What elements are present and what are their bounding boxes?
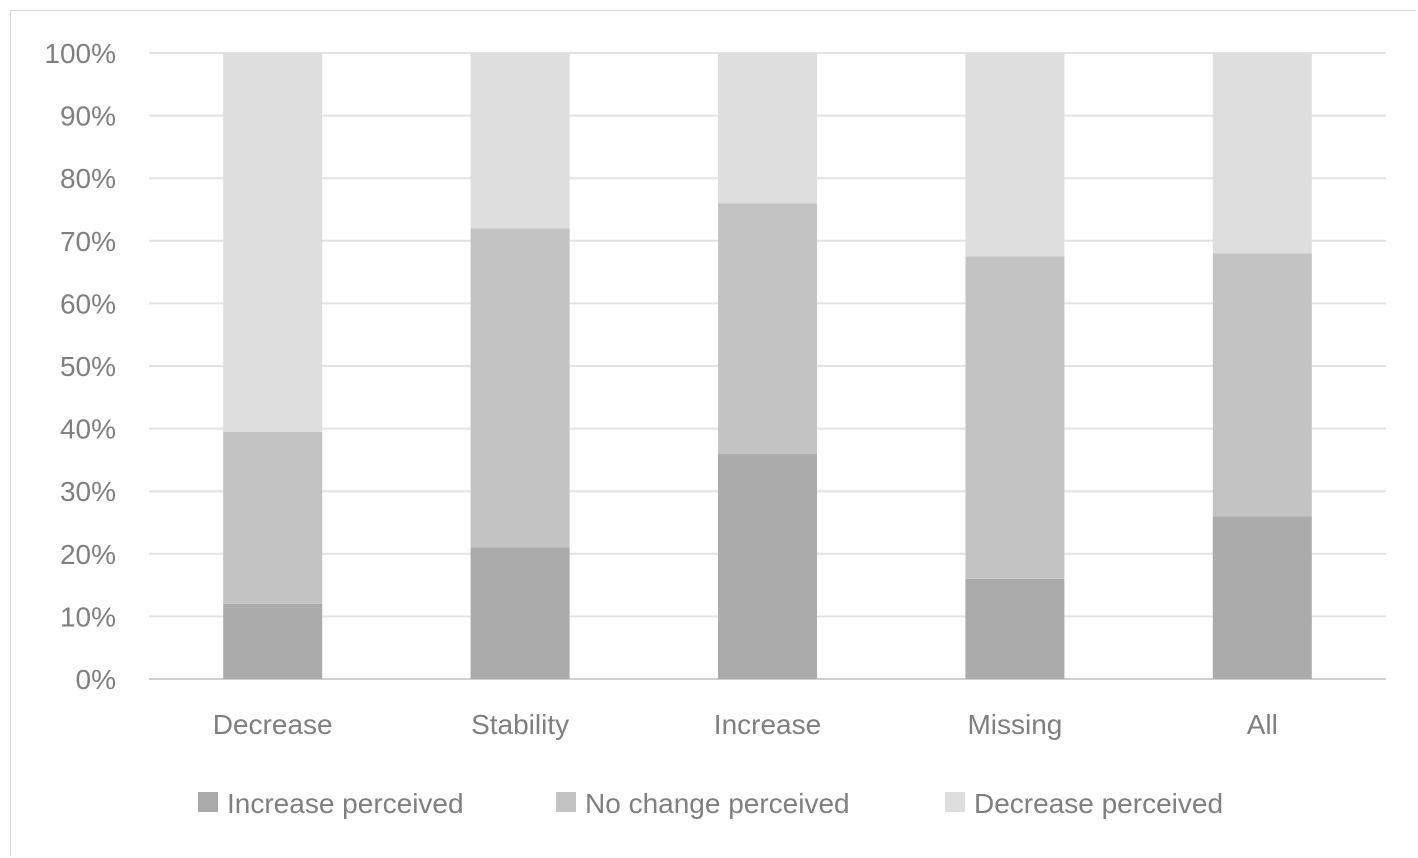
bar-segment-no-change-perceived: [470, 228, 570, 548]
y-tick-label: 10%: [60, 601, 116, 632]
legend: Increase perceived No change perceived Dec…: [198, 788, 1223, 819]
bar-segment-no-change-perceived: [965, 256, 1065, 579]
x-tick-label: Missing: [967, 709, 1062, 740]
bar-segment-increase-perceived: [718, 453, 817, 679]
y-tick-label: 50%: [60, 351, 116, 382]
bar-segment-increase-perceived: [223, 603, 323, 679]
legend-label: Decrease perceived: [974, 788, 1223, 819]
bar-segment-no-change-perceived: [1212, 253, 1312, 517]
y-tick-label: 0%: [76, 664, 116, 695]
x-axis-ticks: Decrease Stability Increase Missing All: [213, 709, 1278, 740]
y-tick-label: 100%: [44, 38, 116, 69]
chart-frame: [10, 10, 1416, 856]
bar-segment-no-change-perceived: [718, 203, 817, 454]
y-tick-label: 90%: [60, 101, 116, 132]
y-tick-label: 60%: [60, 288, 116, 319]
x-tick-label: All: [1247, 709, 1278, 740]
bar-segment-increase-perceived: [470, 547, 570, 679]
x-tick-label: Decrease: [213, 709, 333, 740]
legend-swatch: [556, 792, 576, 812]
bar-segment-no-change-perceived: [223, 431, 323, 604]
y-tick-label: 30%: [60, 476, 116, 507]
x-tick-label: Increase: [714, 709, 821, 740]
legend-swatch: [198, 792, 218, 812]
y-axis-ticks: 0% 10% 20% 30% 40% 50% 60% 70% 80% 90% 100%: [44, 38, 116, 695]
bar-segment-decrease-perceived: [718, 53, 817, 204]
y-tick-label: 20%: [60, 539, 116, 570]
x-tick-label: Stability: [471, 709, 569, 740]
y-tick-label: 40%: [60, 414, 116, 445]
legend-label: No change perceived: [585, 788, 850, 819]
bar-segment-increase-perceived: [965, 578, 1065, 679]
bars: [223, 53, 1312, 679]
bar-segment-decrease-perceived: [965, 53, 1065, 257]
bar-segment-decrease-perceived: [223, 53, 323, 432]
legend-swatch: [945, 792, 965, 812]
y-tick-label: 80%: [60, 163, 116, 194]
bar-segment-increase-perceived: [1212, 516, 1312, 679]
bar-segment-decrease-perceived: [1212, 53, 1312, 254]
y-tick-label: 70%: [60, 226, 116, 257]
legend-label: Increase perceived: [227, 788, 464, 819]
bar-segment-decrease-perceived: [470, 53, 570, 229]
